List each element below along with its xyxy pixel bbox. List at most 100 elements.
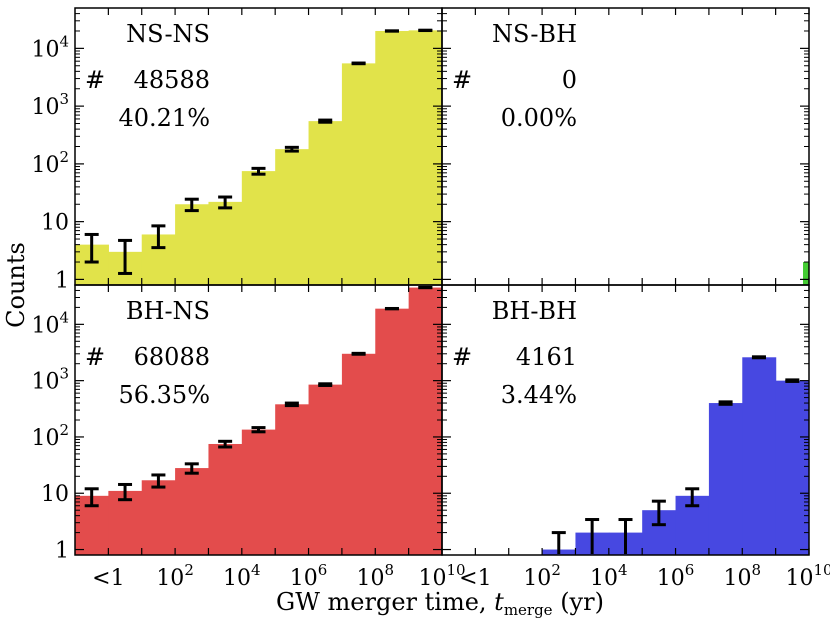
- x-tick-label: 106: [290, 561, 328, 591]
- panel-label: NS-BH: [492, 20, 577, 48]
- y-tick-label: 1: [55, 539, 69, 564]
- error-bar: [84, 232, 99, 264]
- count-hash: #: [85, 343, 105, 371]
- error-bar: [218, 195, 233, 210]
- bars: [75, 285, 442, 555]
- x-tick-label: 108: [723, 561, 761, 591]
- panel-bh-bh: <1 102 104 106 108 1010 BH-BH # 4161 3.44%: [441, 284, 830, 591]
- bar: [308, 121, 343, 285]
- error-bar: [151, 473, 166, 489]
- x-tick-label: 1010: [418, 561, 465, 591]
- error-bar: [785, 378, 800, 383]
- bars: [803, 262, 809, 285]
- y-tick-label: 1: [55, 268, 69, 293]
- bar: [408, 30, 442, 285]
- x-tick-label: <1: [92, 566, 124, 591]
- error-bar: [318, 382, 333, 387]
- panel-percent: 56.35%: [118, 381, 210, 409]
- panel-ns-ns: 1 10 102 103 104 NS-NS # 48588 40.21%: [31, 7, 443, 293]
- bar: [408, 287, 442, 555]
- error-bar: [351, 351, 366, 356]
- panel-frame: [441, 7, 810, 286]
- error-bar: [651, 499, 666, 527]
- bar: [175, 468, 210, 555]
- panel-label: BH-BH: [492, 297, 577, 325]
- y-tick-label: 103: [31, 90, 69, 120]
- error-bar: [318, 118, 333, 124]
- bar: [308, 384, 343, 555]
- y-tick-label: 103: [31, 365, 69, 395]
- y-tick-label: 102: [31, 148, 69, 178]
- bar: [742, 357, 777, 555]
- bar: [375, 30, 410, 285]
- bar: [141, 480, 176, 555]
- error-bar: [151, 224, 166, 250]
- x-tick-label: 106: [657, 561, 695, 591]
- panel-count: 48588: [134, 66, 210, 94]
- panel-ns-bh: NS-BH # 0 0.00%: [441, 7, 810, 286]
- x-tick-label: 108: [356, 561, 394, 591]
- bars: [75, 28, 442, 285]
- x-axis-label: GW merger time, tmerge (yr): [276, 588, 604, 619]
- bar: [241, 171, 276, 285]
- bar: [108, 490, 143, 555]
- bar: [275, 404, 310, 555]
- bar: [341, 63, 376, 285]
- x-axis-label-var: t: [494, 588, 504, 616]
- x-tick-label: 104: [223, 561, 261, 591]
- error-bar: [551, 531, 566, 554]
- x-axis-label-suffix: (yr): [553, 588, 604, 616]
- error-bar: [685, 487, 700, 508]
- error-bar: [284, 401, 299, 408]
- error-bar: [618, 518, 633, 554]
- y-tick-label: 10: [41, 482, 69, 507]
- error-bar: [351, 61, 366, 66]
- count-hash: #: [452, 343, 472, 371]
- bar: [803, 262, 809, 285]
- error-bar: [751, 355, 766, 360]
- y-tick-label: 102: [31, 421, 69, 451]
- panel-bh-ns: 1 10 102 103 104 <1 102 104 106 108 1010 BH-NS # 6808…: [31, 284, 466, 591]
- x-tick-label: 104: [590, 561, 628, 591]
- error-bar: [184, 197, 199, 213]
- panel-label: NS-NS: [126, 20, 210, 48]
- panel-count: 0: [562, 66, 577, 94]
- x-axis-label-sub: merge: [504, 601, 553, 619]
- error-bar: [284, 145, 299, 153]
- x-tick-label: <1: [459, 566, 491, 591]
- error-bar: [218, 439, 233, 449]
- x-tick-label: 102: [523, 561, 561, 591]
- panel-label: BH-NS: [126, 297, 210, 325]
- panel-percent: 40.21%: [118, 104, 210, 132]
- bar: [208, 443, 243, 555]
- error-bar: [118, 238, 133, 275]
- panel-percent: 0.00%: [501, 104, 577, 132]
- panel-percent: 3.44%: [501, 381, 577, 409]
- bar: [241, 429, 276, 555]
- panel-count: 4161: [516, 343, 577, 371]
- panel-count: 68088: [134, 343, 210, 371]
- error-bar: [184, 462, 199, 475]
- bar: [775, 380, 809, 555]
- count-hash: #: [85, 66, 105, 94]
- error-bar: [84, 487, 99, 508]
- error-bar: [251, 426, 266, 434]
- error-bar: [718, 400, 733, 406]
- y-axis-label: Counts: [2, 242, 30, 328]
- error-bar: [251, 166, 266, 176]
- panels-group: 1 10 102 103 104 NS-NS # 48588 40.21% NS-BH # 0 0.00…: [31, 7, 830, 591]
- bar: [275, 149, 310, 285]
- y-tick-label: 104: [31, 32, 69, 62]
- count-hash: #: [452, 66, 472, 94]
- bar: [375, 308, 410, 555]
- y-tick-label: 104: [31, 308, 69, 338]
- bar: [708, 403, 743, 555]
- x-tick-label: 102: [156, 561, 194, 591]
- x-axis-label-prefix: GW merger time,: [276, 588, 494, 616]
- bar: [208, 201, 243, 285]
- y-tick-label: 10: [41, 211, 69, 236]
- bar: [175, 204, 210, 285]
- error-bar: [585, 518, 600, 554]
- bars: [542, 355, 809, 555]
